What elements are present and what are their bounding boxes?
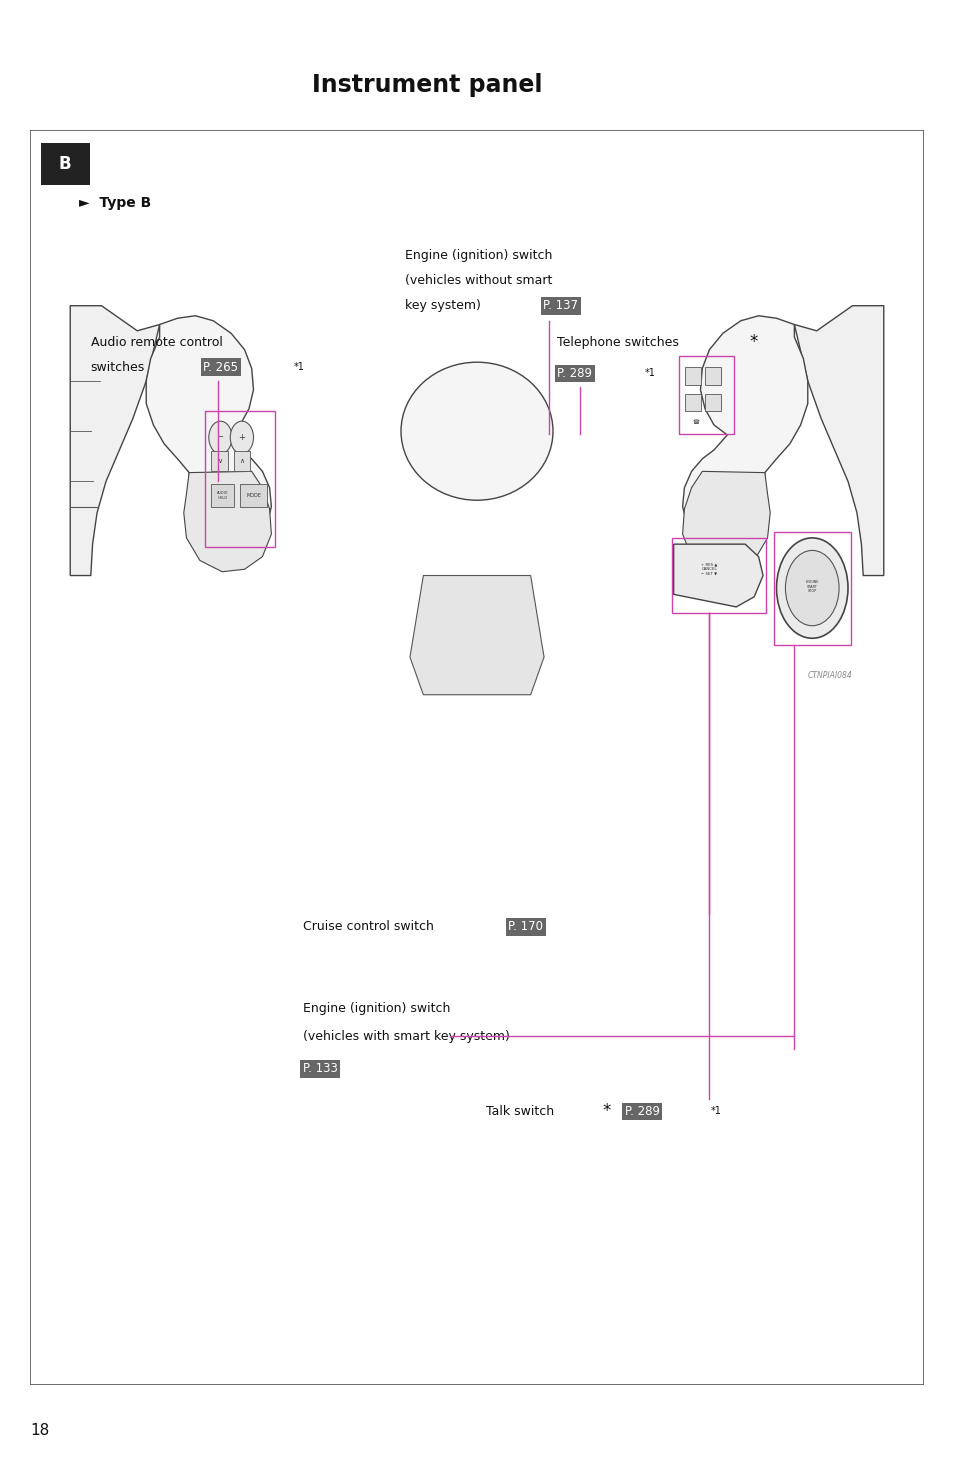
Text: *1: *1 — [294, 363, 304, 372]
Text: Pictorial index: Pictorial index — [20, 72, 234, 97]
Text: (vehicles without smart: (vehicles without smart — [405, 274, 553, 288]
Text: P. 289: P. 289 — [624, 1105, 659, 1118]
Text: P. 170: P. 170 — [508, 920, 542, 934]
Text: Engine (ignition) switch: Engine (ignition) switch — [405, 249, 553, 263]
Text: P. 289: P. 289 — [557, 367, 592, 381]
Polygon shape — [146, 316, 271, 550]
Bar — [212, 484, 233, 506]
Text: ►  Type B: ► Type B — [79, 196, 152, 209]
Text: ☎: ☎ — [692, 420, 699, 425]
Bar — [212, 451, 228, 472]
Text: Telephone switches: Telephone switches — [557, 336, 682, 348]
Bar — [233, 451, 250, 472]
Text: −: − — [217, 435, 223, 441]
Text: *1: *1 — [711, 1106, 721, 1117]
Text: + RES ▲
CANCEL
− SET ▼: + RES ▲ CANCEL − SET ▼ — [700, 562, 717, 575]
Polygon shape — [794, 305, 882, 575]
Text: Instrument panel: Instrument panel — [312, 72, 541, 97]
Bar — [773, 531, 850, 645]
Text: *: * — [601, 1102, 610, 1121]
Text: ∨: ∨ — [216, 459, 222, 465]
Bar — [704, 394, 720, 412]
Text: Audio remote control: Audio remote control — [91, 336, 222, 348]
Bar — [671, 538, 765, 614]
Polygon shape — [184, 472, 271, 572]
Text: P. 133: P. 133 — [302, 1062, 337, 1075]
Text: Cruise control switch: Cruise control switch — [302, 920, 433, 934]
Text: +: + — [238, 434, 245, 442]
Circle shape — [209, 422, 232, 454]
Text: 18: 18 — [30, 1423, 50, 1438]
Polygon shape — [682, 316, 807, 550]
Text: MODE: MODE — [246, 493, 261, 497]
Bar — [679, 355, 734, 434]
Text: AUDIO
HOLD: AUDIO HOLD — [217, 491, 229, 500]
Bar — [240, 484, 267, 506]
Text: P. 137: P. 137 — [542, 299, 578, 313]
Circle shape — [784, 550, 839, 625]
Text: Engine (ignition) switch: Engine (ignition) switch — [302, 1002, 450, 1015]
Bar — [704, 367, 720, 385]
Bar — [205, 412, 274, 547]
Circle shape — [776, 538, 847, 639]
Bar — [684, 367, 700, 385]
Text: key system): key system) — [405, 299, 481, 313]
Text: Talk switch: Talk switch — [485, 1105, 558, 1118]
Text: ∧: ∧ — [239, 459, 244, 465]
Text: *1: *1 — [644, 369, 656, 379]
Polygon shape — [410, 575, 543, 695]
Circle shape — [230, 422, 253, 454]
Text: P. 265: P. 265 — [203, 361, 238, 373]
Bar — [41, 143, 90, 186]
Text: (vehicles with smart key system): (vehicles with smart key system) — [302, 1030, 509, 1043]
Ellipse shape — [400, 363, 553, 500]
Polygon shape — [673, 544, 762, 606]
Text: CTNPIAI084: CTNPIAI084 — [807, 671, 852, 680]
Polygon shape — [71, 305, 159, 575]
Text: *: * — [749, 333, 758, 351]
Text: switches: switches — [91, 361, 145, 373]
Bar — [684, 394, 700, 412]
Text: B: B — [58, 155, 71, 173]
Polygon shape — [682, 472, 769, 572]
Text: ENGINE
START
STOP: ENGINE START STOP — [804, 580, 818, 593]
